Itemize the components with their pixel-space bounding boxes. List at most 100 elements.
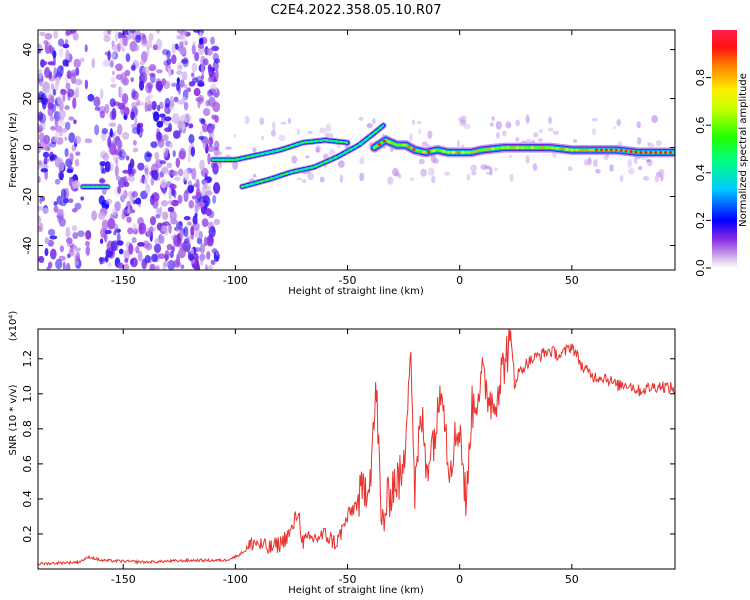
noise-blob — [212, 101, 221, 113]
noise-blob — [213, 182, 221, 194]
noise-blob — [609, 164, 614, 172]
colorbar-tick-label: 0.4 — [694, 164, 707, 182]
noise-blob — [73, 58, 81, 68]
noise-blob — [139, 60, 146, 66]
noise-blob — [85, 230, 92, 240]
noise-blob — [39, 196, 43, 205]
noise-blob — [456, 139, 460, 148]
noise-blob — [291, 155, 298, 164]
noise-blob — [122, 169, 130, 174]
noise-blob — [151, 169, 159, 181]
noise-blob — [135, 34, 141, 44]
spectral-ridge — [239, 122, 387, 190]
y-tick-label: 20 — [21, 92, 34, 106]
noise-blob — [627, 159, 633, 168]
noise-blob — [110, 76, 116, 83]
noise-blob — [52, 88, 57, 96]
noise-blob — [208, 127, 213, 136]
noise-blob — [188, 134, 195, 144]
noise-blob — [427, 130, 433, 139]
noise-blob — [62, 43, 70, 49]
noise-blob — [493, 167, 499, 172]
noise-blob — [430, 154, 437, 164]
noise-blob — [167, 206, 175, 213]
noise-blob — [203, 236, 208, 247]
ridge-peak — [363, 138, 368, 142]
ridge-peak — [275, 149, 279, 153]
noise-blob — [121, 46, 125, 52]
noise-blob — [38, 160, 43, 166]
noise-blob — [485, 165, 491, 170]
noise-blob — [109, 128, 113, 138]
ridge-peak — [540, 146, 544, 149]
noise-blob — [91, 58, 96, 69]
noise-blob — [103, 228, 107, 240]
noise-blob — [85, 245, 91, 256]
noise-blob — [186, 235, 191, 247]
ridge-peak — [245, 183, 249, 187]
noise-blob — [173, 96, 179, 103]
noise-blob — [189, 253, 195, 261]
noise-blob — [145, 173, 150, 179]
noise-blob — [126, 216, 132, 223]
ridge-peak — [530, 146, 534, 149]
noise-blob — [151, 100, 157, 111]
spectrogram-ticks: -150 -100 -50 0 50 -40 -20 0 20 40 — [21, 30, 675, 287]
ridge-peak — [265, 178, 269, 182]
noise-blob — [64, 121, 71, 131]
noise-blob — [44, 237, 50, 245]
noise-blob — [172, 150, 176, 158]
noise-blob — [156, 222, 164, 231]
noise-blob — [501, 130, 507, 137]
noise-blob — [97, 211, 106, 221]
noise-blob — [537, 138, 543, 142]
noise-blob — [206, 48, 213, 56]
noise-blob — [193, 247, 202, 252]
noise-blob — [115, 175, 121, 181]
ridge-peak — [644, 151, 648, 154]
noise-blob — [179, 30, 188, 36]
noise-blob — [137, 242, 145, 247]
noise-blob — [190, 248, 195, 255]
noise-blob — [416, 120, 422, 125]
noise-blob — [57, 38, 65, 47]
noise-blob — [116, 139, 123, 151]
noise-blob — [60, 89, 68, 96]
noise-blob — [140, 190, 148, 200]
ridge-peak — [344, 150, 348, 154]
noise-blob — [111, 40, 115, 47]
noise-blob — [91, 210, 98, 221]
noise-blob — [187, 221, 192, 226]
noise-blob — [525, 154, 530, 164]
noise-blob — [155, 213, 161, 219]
noise-blob — [166, 162, 173, 169]
noise-blob — [208, 66, 214, 78]
spectrogram-ylabel: Frequency (Hz) — [8, 112, 19, 188]
ridge-peak — [290, 144, 294, 148]
noise-blob — [647, 142, 655, 148]
ridge-peak — [535, 146, 539, 149]
noise-blob — [38, 255, 45, 264]
ridge-peak — [515, 146, 520, 149]
noise-blob — [176, 77, 180, 84]
noise-blob — [179, 241, 183, 251]
noise-blob — [160, 225, 168, 232]
spectrogram-noise-layer — [38, 30, 665, 270]
noise-blob — [107, 50, 111, 61]
noise-blob — [197, 201, 206, 208]
noise-blob — [628, 167, 635, 175]
noise-blob — [69, 152, 74, 163]
ridge-peak — [255, 181, 259, 185]
noise-blob — [213, 140, 220, 151]
noise-blob — [418, 129, 422, 135]
noise-blob — [111, 52, 116, 59]
y-tick-label: 1.2 — [21, 350, 34, 368]
noise-blob — [115, 157, 119, 167]
noise-blob — [187, 151, 191, 163]
noise-blob — [155, 38, 163, 51]
noise-blob — [134, 44, 140, 52]
noise-blob — [199, 243, 206, 254]
noise-blob — [171, 188, 176, 197]
ridge-peak — [432, 149, 436, 153]
noise-blob — [270, 129, 276, 137]
